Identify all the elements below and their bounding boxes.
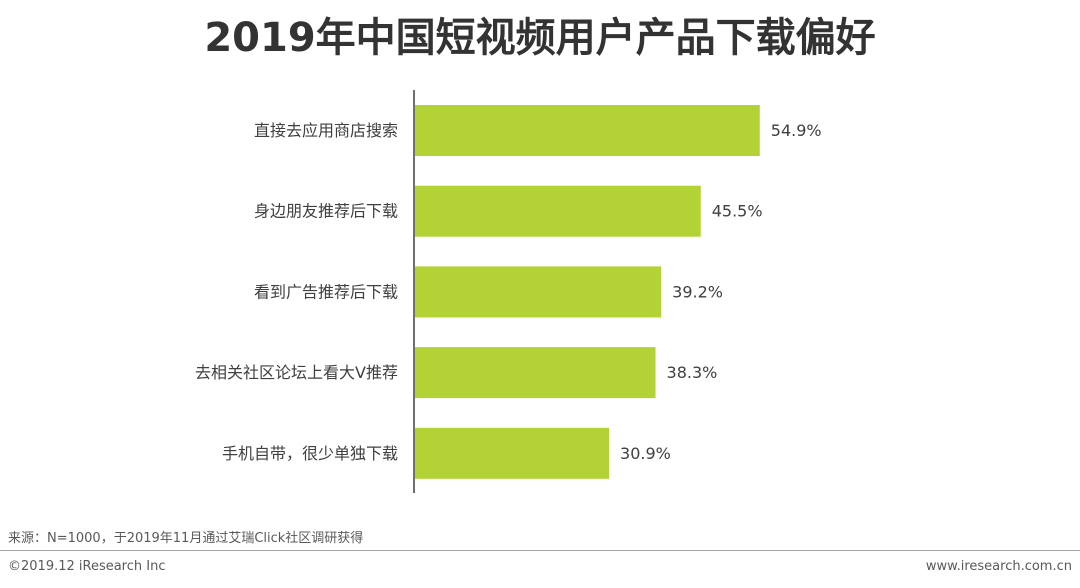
- copyright-text: ©2019.12 iResearch Inc: [8, 559, 166, 574]
- category-label: 身边朋友推荐后下载: [254, 202, 398, 221]
- value-label: 39.2%: [672, 282, 723, 301]
- footer-divider-top: [0, 550, 1080, 551]
- bar: [415, 105, 760, 156]
- value-label: 54.9%: [771, 121, 822, 140]
- bar: [415, 427, 610, 479]
- category-label: 看到广告推荐后下载: [254, 282, 398, 301]
- value-label: 38.3%: [667, 363, 718, 382]
- category-label: 直接去应用商店搜索: [254, 121, 398, 140]
- value-label: 45.5%: [712, 202, 763, 221]
- bar-chart: 直接去应用商店搜索 54.9% 身边朋友推荐后下载 45.5% 看到广告推荐后下载 39.…: [195, 90, 822, 493]
- category-label: 去相关社区论坛上看大V推荐: [195, 363, 398, 382]
- chart-title: 2019年中国短视频用户产品下载偏好: [204, 15, 876, 61]
- bar: [415, 266, 662, 318]
- source-note: 来源：N=1000，于2019年11月通过艾瑞Click社区调研获得: [8, 531, 364, 546]
- website-text: www.iresearch.com.cn: [925, 559, 1072, 574]
- value-label: 30.9%: [620, 444, 671, 463]
- bar: [415, 347, 656, 399]
- bar: [415, 185, 701, 237]
- category-label: 手机自带，很少单独下载: [222, 444, 398, 463]
